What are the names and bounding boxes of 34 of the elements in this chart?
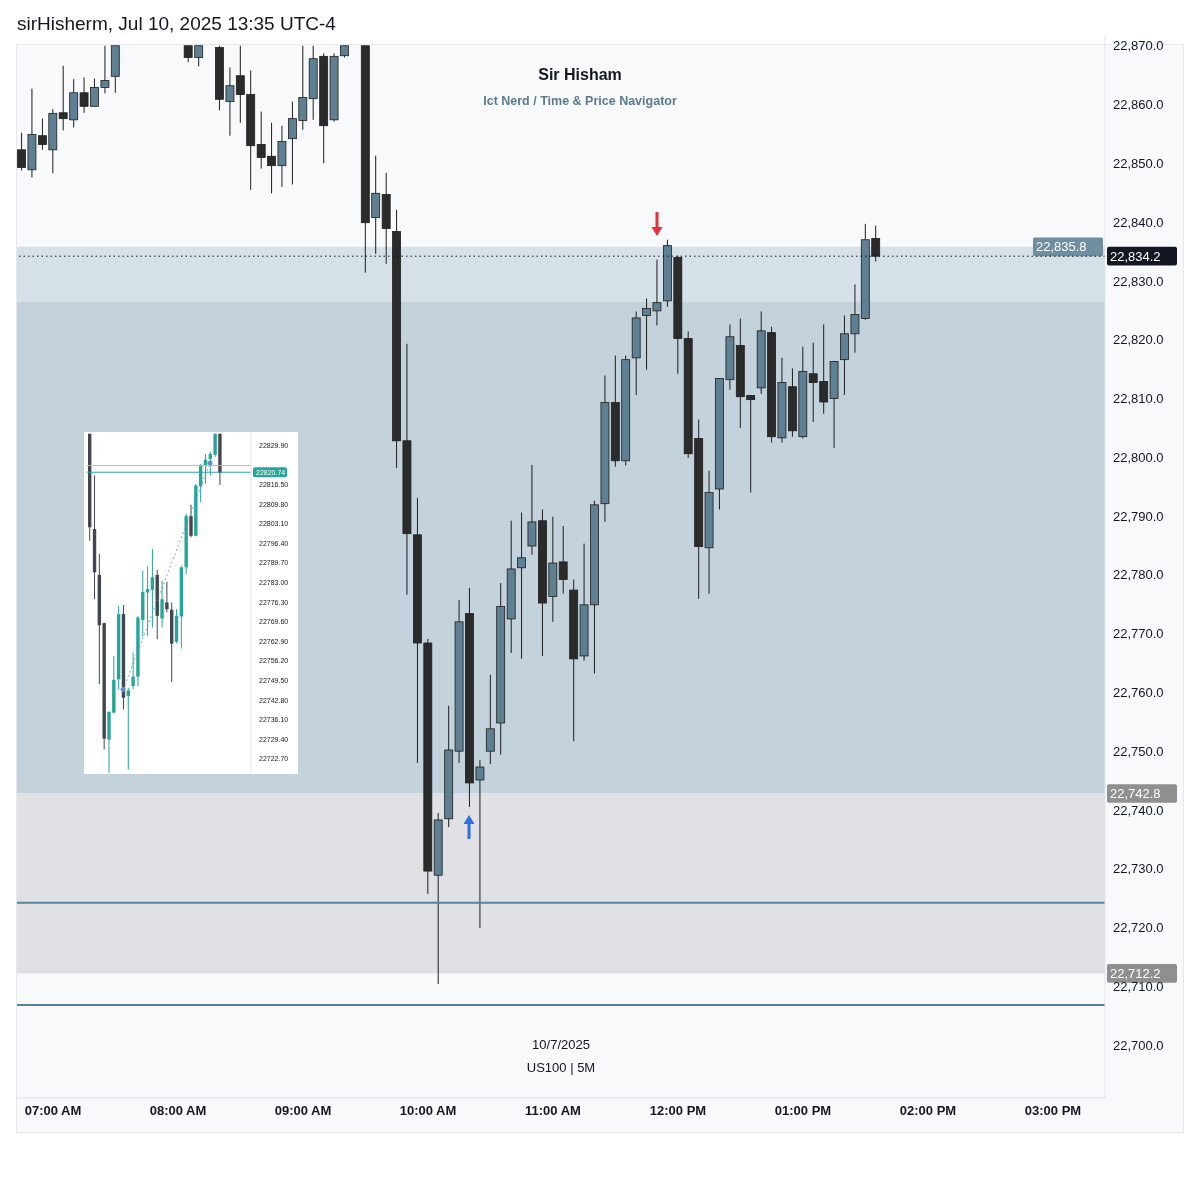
x-tick-label: 09:00 AM [274,1103,332,1119]
y-tick-label: 22,720.0 [1113,920,1164,936]
annotation: US100 | 5M [525,1060,597,1075]
y-tick-label: 22,780.0 [1113,567,1164,583]
y-tick-label: 22,790.0 [1113,508,1164,524]
x-tick-label: 02:00 PM [899,1103,957,1119]
text: Sir Hisham [537,66,623,84]
y-tick-label: 22,830.0 [1113,273,1164,289]
y-tick-label: 22,870.0 [1113,38,1164,54]
x-tick-label: 01:00 PM [774,1103,832,1119]
y-tick-label: 22,820.0 [1113,332,1164,348]
y-tick-label: 22,810.0 [1113,391,1164,407]
x-tick-label: 11:00 AM [525,1103,581,1119]
x-tick-label: 07:00 AM [24,1103,82,1119]
y-tick-label: 22,800.0 [1113,449,1164,465]
x-tick-label: 08:00 AM [149,1103,207,1119]
y-tick-label: 22,700.0 [1113,1037,1164,1053]
y-tick-label: 22,770.0 [1113,626,1164,642]
band-label: 22,835.8 [1036,239,1087,255]
y-tick-label: 22,740.0 [1113,802,1164,818]
y-tick-label: 22,850.0 [1113,155,1164,171]
text: Ict Nerd / Time & Price Navigator [482,94,678,108]
x-tick-label: 03:00 PM [1024,1103,1082,1119]
y-tick-label: 22,860.0 [1113,97,1164,113]
y-tick-label: 22,730.0 [1113,861,1164,877]
y-tick-label: 22,760.0 [1113,685,1164,700]
ref-line-label: 22,834.2 [1110,248,1161,264]
y-tick-label: 22,840.0 [1113,214,1164,230]
x-tick-label: 10:00 AM [399,1103,457,1119]
band-label: 22,742.8 [1110,786,1161,802]
x-tick-label: 12:00 PM [649,1103,707,1119]
annotation: 10/7/2025 [531,1037,591,1052]
y-tick-label: 22,750.0 [1113,743,1164,759]
annotation: sirHisherm, Jul 10, 2025 13:35 UTC-4 [17,13,336,35]
